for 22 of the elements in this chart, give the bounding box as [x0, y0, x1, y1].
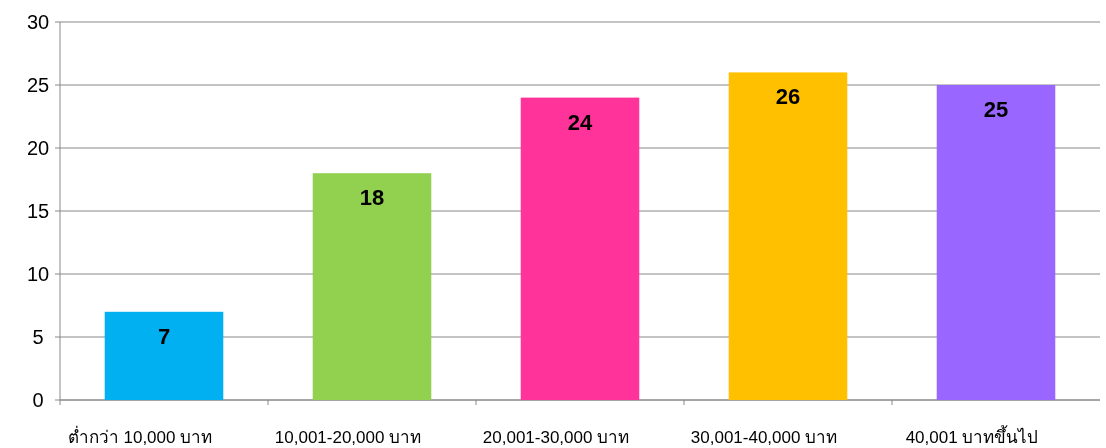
x-tick-label: 30,001-40,000 บาท [690, 428, 838, 447]
x-tick-label: 10,001-20,000 บาท [274, 428, 422, 447]
data-label: 26 [775, 84, 801, 110]
x-tick-label: 40,001 บาทขึ้นไป [905, 425, 1039, 447]
data-label: 7 [157, 323, 171, 349]
x-tick-label: ต่ำกว่า 10,000 บาท [67, 425, 213, 447]
y-tick-label: 10 [26, 263, 50, 285]
y-tick-label: 5 [32, 326, 44, 348]
bar [312, 173, 432, 400]
bar [936, 85, 1056, 400]
bar [104, 311, 224, 400]
data-label: 24 [567, 109, 593, 135]
y-tick-label: 15 [26, 200, 50, 222]
data-label: 18 [359, 185, 385, 211]
data-label: 25 [983, 97, 1009, 122]
y-tick-label: 20 [26, 137, 50, 159]
bar [520, 97, 640, 400]
y-tick-label: 0 [32, 389, 44, 411]
x-tick-label: 20,001-30,000 บาท [482, 428, 630, 447]
y-tick-label: 25 [26, 74, 50, 96]
y-tick-label: 30 [26, 11, 50, 33]
bar [728, 72, 848, 400]
